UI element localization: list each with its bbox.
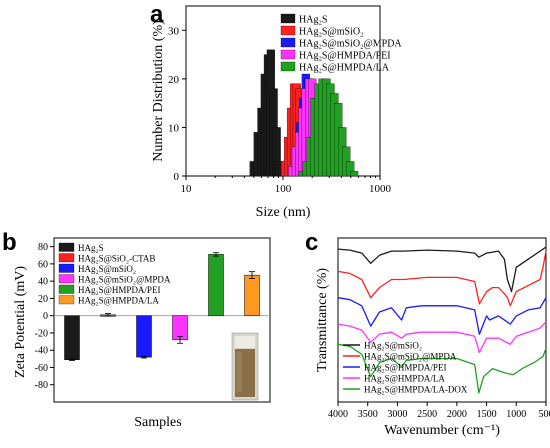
panel-c-series-line [338,247,546,292]
panel-c-x-tick-label: 2000 [447,409,467,420]
panel-c-x-axis-label: Wavenumber (cm⁻¹) [384,423,500,438]
panel-c-series-line [338,298,546,335]
panel-a-legend-label: HAg₂S@HMPDA/LA [299,63,390,74]
panel-b-legend-swatch [59,285,74,294]
panel-a-y-axis-label: Number Distribution (%) [151,20,166,162]
panel-b-legend-label: HAg₂S@mSiO₂ [78,264,136,274]
panel-b-legend-swatch [59,296,74,305]
panel-b-y-tick-label: 0 [43,311,48,322]
panel-letter-b: b [2,229,17,256]
panel-c-x-tick-label: 1000 [506,409,526,420]
panel-a-y-tick-label: 10 [168,122,180,134]
panel-c-chart: 4000 3500 3000 2500 2000 1500 1000 500 HAg₂S@mS… [315,238,550,438]
panel-c-legend-label: HAg₂S@HMPDA/LA [364,374,445,384]
panel-b-y-tick-label: -40 [35,346,48,357]
panel-c-x-tick-label: 1500 [477,409,497,420]
panel-a-legend-swatch [281,38,295,47]
panel-c-series-line [338,251,546,306]
panel-c-legend-label: HAg₂S@HMPDA/PEI [364,363,446,373]
panel-b-y-tick-label: 80 [38,242,48,253]
panel-b-legend-label: HAg₂S@mSiO₂@MPDA [78,275,171,285]
panel-c-x-tick-label: 2500 [417,409,437,420]
panel-a-y-tick-label: 20 [168,74,180,86]
panel-a-legend-swatch [281,14,295,23]
panel-b-legend-swatch [59,243,74,252]
panel-c-x-tick-label: 3000 [387,409,407,420]
panel-b-y-tick-label: -80 [35,380,48,391]
panel-b-legend-label: HAg₂S@HMPDA/PEI [78,285,160,295]
panel-c-x-tick-label: 500 [539,409,550,420]
panel-a-x-tick-label: 10 [181,183,193,195]
panel-a-x-tick-label: 100 [275,183,292,195]
panel-a-legend-label: HAg₂S [299,15,328,26]
panel-a-legend-label: HAg₂S@mSiO₂ [299,27,364,38]
panel-a-bar [350,171,358,176]
panel-c-x-tick-label: 3500 [358,409,378,420]
panel-b-x-axis-label: Samples [134,415,181,430]
panel-b-legend-label: HAg₂S@SiO₂-CTAB [78,254,155,264]
panel-a-legend-swatch [281,62,295,71]
panel-c-y-axis-label: Transmittance (%) [315,268,330,372]
panel-b-y-axis-label: Zeta Potential (mV) [13,266,28,378]
panel-b-legend-swatch [59,254,74,263]
vial-photo [232,333,258,400]
panel-a-x-tick-label: 1000 [369,183,392,195]
panel-b-legend-label: HAg₂S [78,243,104,253]
panel-b-y-tick-label: 40 [38,277,48,288]
panel-b-y-tick-label: 60 [38,259,48,270]
panel-a-legend-label: HAg₂S@mSiO₂@MPDA [299,39,402,50]
panel-c-legend-label: HAg₂S@mSiO₂ [364,341,422,351]
panel-a-y-tick-label: 30 [168,25,180,37]
panel-b-y-tick-label: -60 [35,363,48,374]
panel-b-bar [209,254,224,315]
panel-b-y-tick-label: 20 [38,294,48,305]
panel-letter-c: c [305,229,318,256]
panel-a-x-axis-label: Size (nm) [256,205,311,220]
panel-b-legend-label: HAg₂S@HMPDA/LA [78,296,159,306]
panel-c-legend-label: HAg₂S@mSiO₂@MPDA [364,352,457,362]
panel-c-legend-label: HAg₂S@HMPDA/LA-DOX [364,385,468,395]
panel-a-legend-swatch [281,50,295,59]
panel-b-y-tick-label: -20 [35,328,48,339]
panel-a-legend-swatch [281,26,295,35]
panel-c-x-tick-label: 4000 [328,409,348,420]
panel-a-legend-label: HAg₂S@HMPDA/PEI [299,51,391,62]
panel-b-bar [65,316,80,360]
panel-b-chart: -80 -60 -40 -20 0 20 40 60 80 HAg₂SHAg₂S@SiO₂-CT… [13,238,270,430]
panel-b-legend-swatch [59,275,74,284]
panel-b-bar [137,316,152,357]
panel-a-y-tick-label: 0 [174,171,180,183]
panel-b-bar [245,275,260,316]
panel-b-legend-swatch [59,264,74,273]
